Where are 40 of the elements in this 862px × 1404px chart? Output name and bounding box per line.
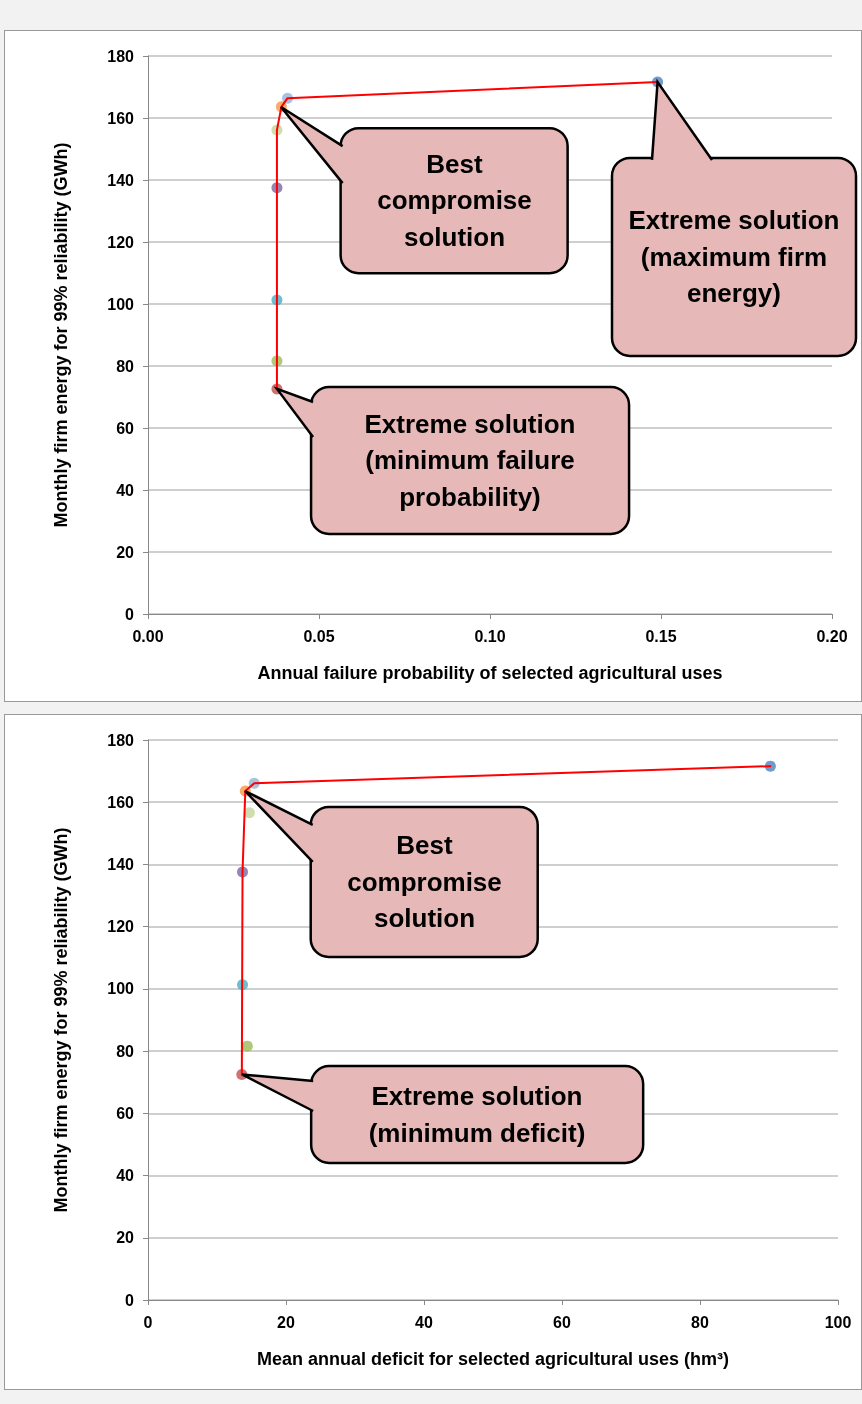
x-tick-label: 0.10 — [474, 627, 506, 645]
annotation: Best compromise solution — [310, 806, 538, 957]
y-tick-label: 160 — [107, 109, 135, 127]
x-tick-label: 60 — [553, 1313, 571, 1331]
annotation: Extreme solution (minimum deficit) — [310, 1066, 643, 1163]
y-tick-label: 60 — [116, 1104, 135, 1122]
x-tick-label: 100 — [824, 1313, 852, 1331]
y-axis-title: Monthly firm energy for 99% reliability (GWh) — [51, 827, 71, 1213]
y-tick-label: 60 — [116, 419, 135, 437]
y-tick-label: 80 — [116, 357, 135, 375]
point — [241, 1040, 253, 1052]
y-tick-label: 160 — [107, 793, 135, 811]
y-tick-label: 140 — [107, 855, 135, 873]
y-tick-label: 100 — [107, 980, 135, 998]
x-tick-label: 40 — [415, 1313, 433, 1331]
y-tick-label: 180 — [107, 731, 135, 749]
annotation: Best compromise solution — [340, 127, 568, 273]
y-tick-label: 0 — [125, 1291, 135, 1309]
x-tick-label: 80 — [691, 1313, 709, 1331]
x-axis-title: Annual failure probability of selected agricultural uses — [257, 663, 723, 683]
y-axis-title: Monthly firm energy for 99% reliability (GWh) — [51, 142, 71, 528]
y-tick-label: 140 — [107, 171, 135, 189]
y-tick-label: 80 — [116, 1042, 135, 1060]
y-tick-label: 120 — [107, 233, 135, 251]
x-tick-label: 0.20 — [816, 627, 848, 645]
y-tick-label: 20 — [116, 1229, 135, 1247]
x-tick-label: 0.00 — [132, 627, 164, 645]
y-tick-label: 180 — [107, 47, 135, 65]
y-tick-label: 120 — [107, 918, 135, 936]
y-tick-label: 20 — [116, 543, 135, 561]
y-tick-label: 0 — [125, 605, 135, 623]
x-tick-label: 0.15 — [645, 627, 677, 645]
x-tick-label: 0.05 — [303, 627, 335, 645]
x-tick-label: 20 — [277, 1313, 295, 1331]
annotation: Extreme solution (maximum firm energy) — [612, 157, 856, 356]
y-tick-label: 100 — [107, 295, 135, 313]
y-tick-label: 40 — [116, 481, 135, 499]
x-tick-label: 0 — [143, 1313, 153, 1331]
y-tick-label: 40 — [116, 1167, 135, 1185]
x-axis-title: Mean annual deficit for selected agricultural uses (hm³) — [256, 1349, 730, 1369]
